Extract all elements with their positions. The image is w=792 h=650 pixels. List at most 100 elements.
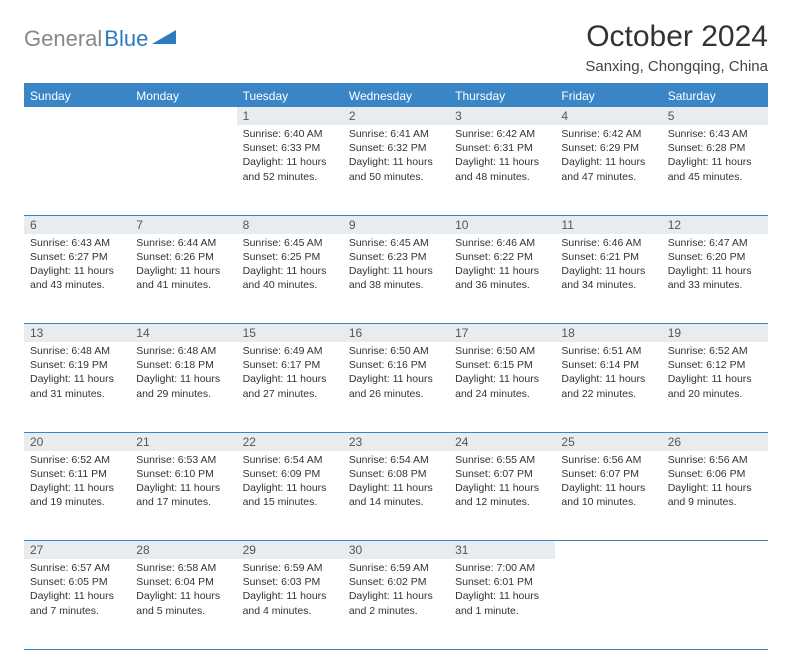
day-number: 11: [555, 216, 661, 234]
day-info-cell: Sunrise: 6:48 AMSunset: 6:18 PMDaylight:…: [130, 342, 236, 432]
day-info-cell: Sunrise: 6:40 AMSunset: 6:33 PMDaylight:…: [237, 125, 343, 215]
day-info-cell: Sunrise: 6:47 AMSunset: 6:20 PMDaylight:…: [662, 234, 768, 324]
day-info-cell: Sunrise: 6:48 AMSunset: 6:19 PMDaylight:…: [24, 342, 130, 432]
day-info-cell: Sunrise: 6:42 AMSunset: 6:31 PMDaylight:…: [449, 125, 555, 215]
dayinfo-row: Sunrise: 6:52 AMSunset: 6:11 PMDaylight:…: [24, 451, 768, 541]
day-number-cell: 25: [555, 432, 661, 451]
day-number: 6: [24, 216, 130, 234]
day-number: 20: [24, 433, 130, 451]
day-number: 5: [662, 107, 768, 125]
day-info-cell: Sunrise: 6:54 AMSunset: 6:08 PMDaylight:…: [343, 451, 449, 541]
day-info: Sunrise: 6:48 AMSunset: 6:18 PMDaylight:…: [130, 342, 236, 407]
day-info: Sunrise: 7:00 AMSunset: 6:01 PMDaylight:…: [449, 559, 555, 624]
day-number-cell: 6: [24, 215, 130, 234]
empty-day: [555, 541, 661, 559]
header: General Blue October 2024 Sanxing, Chong…: [24, 20, 768, 75]
day-number-cell: 22: [237, 432, 343, 451]
dayinfo-row: Sunrise: 6:40 AMSunset: 6:33 PMDaylight:…: [24, 125, 768, 215]
day-info: Sunrise: 6:43 AMSunset: 6:28 PMDaylight:…: [662, 125, 768, 190]
day-info: Sunrise: 6:53 AMSunset: 6:10 PMDaylight:…: [130, 451, 236, 516]
weekday-header: Thursday: [449, 84, 555, 107]
day-number: 18: [555, 324, 661, 342]
day-number-cell: 12: [662, 215, 768, 234]
day-info: Sunrise: 6:50 AMSunset: 6:15 PMDaylight:…: [449, 342, 555, 407]
day-info: Sunrise: 6:55 AMSunset: 6:07 PMDaylight:…: [449, 451, 555, 516]
day-info-cell: Sunrise: 6:57 AMSunset: 6:05 PMDaylight:…: [24, 559, 130, 649]
logo-text-gray: General: [24, 26, 102, 52]
daynum-row: 12345: [24, 107, 768, 125]
day-info-cell: Sunrise: 6:50 AMSunset: 6:15 PMDaylight:…: [449, 342, 555, 432]
day-info: Sunrise: 6:52 AMSunset: 6:12 PMDaylight:…: [662, 342, 768, 407]
day-number-cell: 29: [237, 541, 343, 560]
daynum-row: 13141516171819: [24, 324, 768, 343]
dayinfo-row: Sunrise: 6:43 AMSunset: 6:27 PMDaylight:…: [24, 234, 768, 324]
day-info-cell: Sunrise: 6:46 AMSunset: 6:21 PMDaylight:…: [555, 234, 661, 324]
weekday-header: Tuesday: [237, 84, 343, 107]
day-number-cell: 9: [343, 215, 449, 234]
day-info-cell: [130, 125, 236, 215]
day-number-cell: 31: [449, 541, 555, 560]
day-number-cell: 30: [343, 541, 449, 560]
day-info-cell: Sunrise: 6:43 AMSunset: 6:27 PMDaylight:…: [24, 234, 130, 324]
day-info-cell: Sunrise: 6:41 AMSunset: 6:32 PMDaylight:…: [343, 125, 449, 215]
title-block: October 2024 Sanxing, Chongqing, China: [585, 20, 768, 75]
day-number: 19: [662, 324, 768, 342]
day-number-cell: 17: [449, 324, 555, 343]
day-number-cell: 16: [343, 324, 449, 343]
logo-text-blue: Blue: [104, 26, 148, 52]
month-title: October 2024: [585, 20, 768, 54]
day-number-cell: 15: [237, 324, 343, 343]
day-number-cell: 23: [343, 432, 449, 451]
day-info-cell: Sunrise: 6:54 AMSunset: 6:09 PMDaylight:…: [237, 451, 343, 541]
weekday-header: Saturday: [662, 84, 768, 107]
weekday-header: Sunday: [24, 84, 130, 107]
day-info-cell: Sunrise: 6:59 AMSunset: 6:02 PMDaylight:…: [343, 559, 449, 649]
day-number: 12: [662, 216, 768, 234]
day-info: Sunrise: 6:42 AMSunset: 6:31 PMDaylight:…: [449, 125, 555, 190]
day-info: Sunrise: 6:41 AMSunset: 6:32 PMDaylight:…: [343, 125, 449, 190]
calendar-table: SundayMondayTuesdayWednesdayThursdayFrid…: [24, 83, 768, 650]
day-info-cell: Sunrise: 6:55 AMSunset: 6:07 PMDaylight:…: [449, 451, 555, 541]
day-number-cell: 24: [449, 432, 555, 451]
empty-day: [662, 541, 768, 559]
weekday-header-row: SundayMondayTuesdayWednesdayThursdayFrid…: [24, 84, 768, 107]
day-number: 10: [449, 216, 555, 234]
day-number-cell: [662, 541, 768, 560]
day-info-cell: Sunrise: 6:50 AMSunset: 6:16 PMDaylight:…: [343, 342, 449, 432]
day-info-cell: Sunrise: 6:56 AMSunset: 6:06 PMDaylight:…: [662, 451, 768, 541]
daynum-row: 20212223242526: [24, 432, 768, 451]
day-info-cell: [24, 125, 130, 215]
day-info-cell: Sunrise: 6:52 AMSunset: 6:12 PMDaylight:…: [662, 342, 768, 432]
day-number: 15: [237, 324, 343, 342]
day-info-cell: Sunrise: 7:00 AMSunset: 6:01 PMDaylight:…: [449, 559, 555, 649]
daynum-row: 2728293031: [24, 541, 768, 560]
day-number-cell: 20: [24, 432, 130, 451]
day-number: 25: [555, 433, 661, 451]
day-info: Sunrise: 6:52 AMSunset: 6:11 PMDaylight:…: [24, 451, 130, 516]
day-number: 1: [237, 107, 343, 125]
day-number-cell: 3: [449, 107, 555, 125]
day-info-cell: Sunrise: 6:53 AMSunset: 6:10 PMDaylight:…: [130, 451, 236, 541]
day-number-cell: 1: [237, 107, 343, 125]
day-number: 7: [130, 216, 236, 234]
day-info-cell: Sunrise: 6:59 AMSunset: 6:03 PMDaylight:…: [237, 559, 343, 649]
day-number: 29: [237, 541, 343, 559]
day-number: 13: [24, 324, 130, 342]
day-number: 28: [130, 541, 236, 559]
day-info-cell: [662, 559, 768, 649]
day-info: Sunrise: 6:46 AMSunset: 6:21 PMDaylight:…: [555, 234, 661, 299]
day-info: Sunrise: 6:56 AMSunset: 6:06 PMDaylight:…: [662, 451, 768, 516]
day-number: 24: [449, 433, 555, 451]
day-number: 26: [662, 433, 768, 451]
day-info: Sunrise: 6:59 AMSunset: 6:03 PMDaylight:…: [237, 559, 343, 624]
location: Sanxing, Chongqing, China: [585, 58, 768, 75]
day-number: 27: [24, 541, 130, 559]
day-number-cell: 21: [130, 432, 236, 451]
day-number-cell: [555, 541, 661, 560]
day-number-cell: 10: [449, 215, 555, 234]
day-info: Sunrise: 6:58 AMSunset: 6:04 PMDaylight:…: [130, 559, 236, 624]
day-info: Sunrise: 6:42 AMSunset: 6:29 PMDaylight:…: [555, 125, 661, 190]
weekday-header: Wednesday: [343, 84, 449, 107]
day-number: 31: [449, 541, 555, 559]
day-info: Sunrise: 6:43 AMSunset: 6:27 PMDaylight:…: [24, 234, 130, 299]
